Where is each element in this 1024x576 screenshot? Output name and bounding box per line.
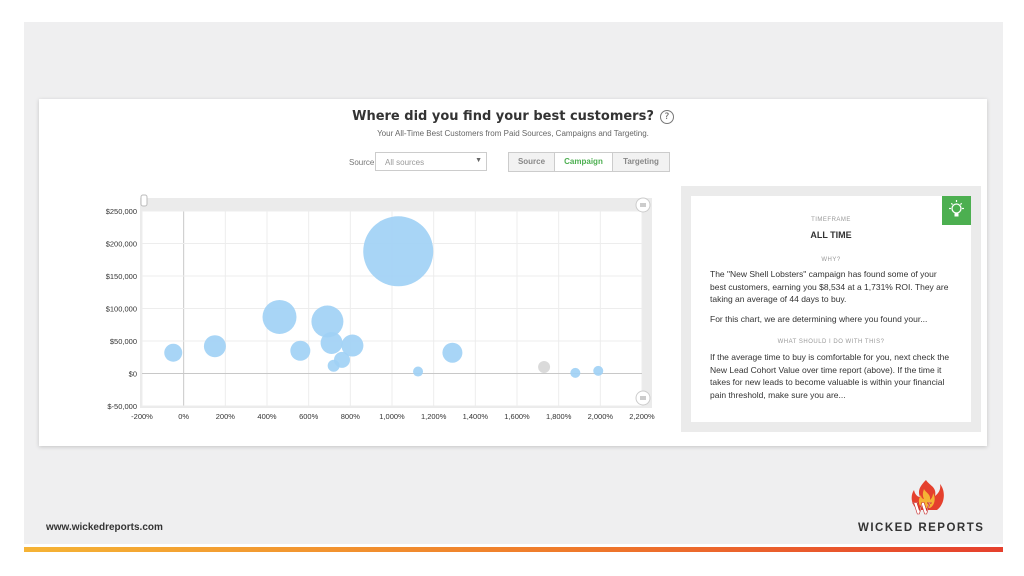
data-point (334, 351, 350, 368)
tab-source[interactable]: Source (508, 152, 555, 172)
zoom-handle-top[interactable] (635, 197, 651, 213)
data-point (320, 331, 343, 354)
x-tick-label: 1,800% (546, 412, 572, 421)
why-label: WHY? (821, 257, 841, 263)
data-point (164, 343, 183, 362)
data-point (570, 367, 581, 378)
data-point (341, 334, 364, 357)
data-point (538, 361, 551, 373)
x-tick-label: 0% (178, 412, 189, 421)
data-point (290, 340, 311, 361)
data-point (203, 335, 226, 358)
y-tick-label: $100,000 (106, 305, 137, 314)
y-tick-label: $200,000 (106, 240, 137, 249)
why-text-more: For this chart, we are determining where… (710, 314, 928, 324)
report-card: Where did you find your best customers??… (39, 99, 987, 446)
x-tick-label: 200% (216, 412, 236, 421)
x-tick-label: 400% (257, 412, 277, 421)
x-tick-label: 1,600% (504, 412, 530, 421)
data-point (413, 366, 424, 377)
page-subtitle: Your All-Time Best Customers from Paid S… (377, 129, 649, 138)
x-tick-label: 2,000% (588, 412, 614, 421)
filter-controls: Source All sources ▼ Source Campaign Tar… (39, 152, 987, 174)
help-icon[interactable]: ? (659, 110, 674, 124)
y-tick-label: $-50,000 (107, 402, 137, 411)
x-tick-label: 1,400% (463, 412, 489, 421)
data-point (442, 342, 463, 363)
source-select-value: All sources (385, 158, 425, 167)
data-point (262, 299, 297, 334)
x-tick-label: 1,200% (421, 412, 447, 421)
logo-text: WICKED REPORTS (858, 522, 985, 534)
why-text: The "New Shell Lobsters" campaign has fo… (710, 269, 949, 304)
x-tick-label: 800% (341, 412, 361, 421)
zoom-handle-bottom[interactable] (635, 390, 651, 406)
data-point (311, 305, 344, 338)
timeframe-value: ALL TIME (810, 230, 852, 240)
y-tick-label: $50,000 (110, 337, 137, 346)
source-label: Source (349, 158, 375, 167)
page-title: Where did you find your best customers?? (39, 109, 987, 124)
footer-url: www.wickedreports.com (46, 522, 163, 533)
title-text: Where did you find your best customers? (352, 109, 654, 124)
insight-card: TIMEFRAME ALL TIME WHY? The "New Shell L… (691, 196, 971, 422)
tab-targeting[interactable]: Targeting (612, 152, 670, 172)
lightbulb-button[interactable] (942, 196, 971, 225)
source-select[interactable]: All sources ▼ (375, 152, 487, 171)
x-tick-label: 600% (299, 412, 319, 421)
range-handle-left[interactable] (140, 194, 148, 207)
flame-logo-icon: W (904, 477, 948, 522)
y-tick-label: $250,000 (106, 207, 137, 216)
lightbulb-icon (949, 200, 964, 217)
tab-campaign[interactable]: Campaign (554, 152, 613, 172)
what-text: If the average time to buy is comfortabl… (710, 352, 950, 400)
x-tick-label: -200% (131, 412, 153, 421)
y-tick-label: $0 (129, 370, 137, 379)
svg-text:W: W (912, 499, 932, 517)
brand-gradient-bar (24, 547, 1003, 552)
x-tick-label: 2,200% (629, 412, 655, 421)
data-point (593, 365, 604, 376)
insight-panel: TIMEFRAME ALL TIME WHY? The "New Shell L… (681, 186, 981, 432)
timeframe-label: TIMEFRAME (811, 217, 851, 223)
what-label: WHAT SHOULD I DO WITH THIS? (777, 339, 885, 345)
chevron-down-icon: ▼ (475, 157, 482, 164)
y-tick-label: $150,000 (106, 272, 137, 281)
x-tick-label: 1,000% (379, 412, 405, 421)
data-point (363, 216, 434, 287)
bubble-chart: -200% 0% 200% 400% 600% 800% 1,000% 1,200% 1,400… (106, 194, 655, 421)
